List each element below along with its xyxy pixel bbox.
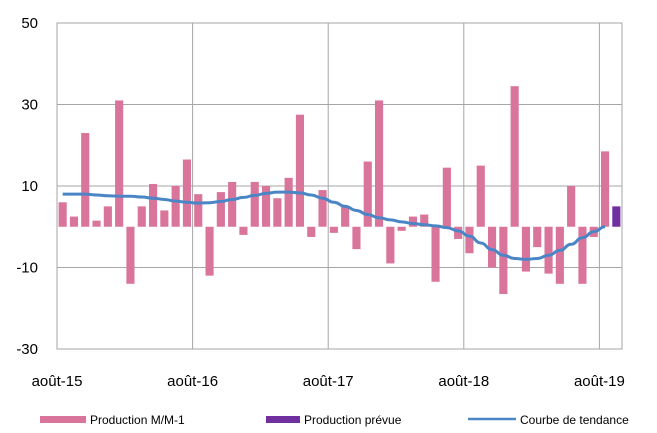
bar (533, 226, 542, 248)
y-tick-label: 10 (21, 178, 38, 195)
bar (555, 226, 564, 284)
bar (182, 159, 192, 227)
bar (499, 226, 508, 294)
y-tick-label: 30 (21, 97, 38, 114)
x-axis: août-15 août-16 août-17 août-18 août-19 (32, 373, 625, 390)
bar (567, 186, 576, 227)
bar (239, 226, 248, 235)
legend-label: Production prévue (304, 413, 402, 427)
bar (148, 183, 158, 227)
bar (612, 206, 621, 227)
legend-label: Production M/M-1 (90, 413, 185, 427)
bar (420, 214, 429, 227)
bar (92, 220, 101, 227)
bar (216, 192, 225, 227)
bar (510, 86, 519, 227)
bar (58, 202, 67, 227)
legend-label: Courbe de tendance (520, 413, 629, 427)
bars (58, 86, 621, 294)
bar (318, 190, 327, 227)
bar (431, 226, 440, 282)
bar (600, 151, 610, 227)
bar (487, 226, 497, 268)
bar (465, 226, 474, 254)
bar (442, 167, 451, 227)
bar (205, 226, 214, 276)
bar (374, 100, 384, 227)
x-tick-label: août-16 (167, 373, 218, 390)
y-tick-label: 50 (21, 15, 38, 32)
bar (284, 177, 293, 227)
bar (307, 226, 316, 237)
bar (295, 114, 305, 227)
x-tick-label: août-18 (438, 373, 489, 390)
bar (544, 226, 553, 274)
bar (352, 226, 361, 250)
bar (386, 226, 395, 264)
grid (56, 22, 623, 350)
bar (81, 133, 90, 227)
bar (397, 226, 406, 231)
bar (521, 226, 531, 272)
bar (454, 226, 463, 239)
bar (103, 206, 112, 227)
bar (194, 194, 203, 227)
bar (329, 226, 338, 233)
bar (137, 206, 146, 227)
bar (273, 198, 282, 227)
legend-swatch (40, 416, 86, 423)
bar (408, 216, 418, 227)
bar (126, 226, 135, 284)
legend: Production M/M-1 Production prévue Courbe … (40, 413, 629, 427)
bar (363, 161, 372, 227)
x-tick-label: août-15 (32, 373, 83, 390)
x-tick-label: août-19 (574, 373, 625, 390)
bar (160, 210, 169, 227)
bar (228, 181, 237, 227)
bar (578, 226, 587, 284)
trend-line (62, 190, 606, 261)
legend-swatch (266, 416, 300, 423)
bar (341, 206, 350, 227)
bar (115, 100, 124, 227)
y-tick-label: -30 (16, 341, 38, 358)
bar (476, 165, 485, 227)
bar (261, 186, 271, 227)
bar (69, 216, 79, 227)
x-tick-label: août-17 (303, 373, 354, 390)
bar (171, 186, 180, 227)
bar (250, 181, 259, 227)
trend-line-path (62, 190, 606, 261)
y-tick-label: -10 (16, 260, 38, 277)
y-axis: 50 30 10 -10 -30 (16, 15, 38, 358)
